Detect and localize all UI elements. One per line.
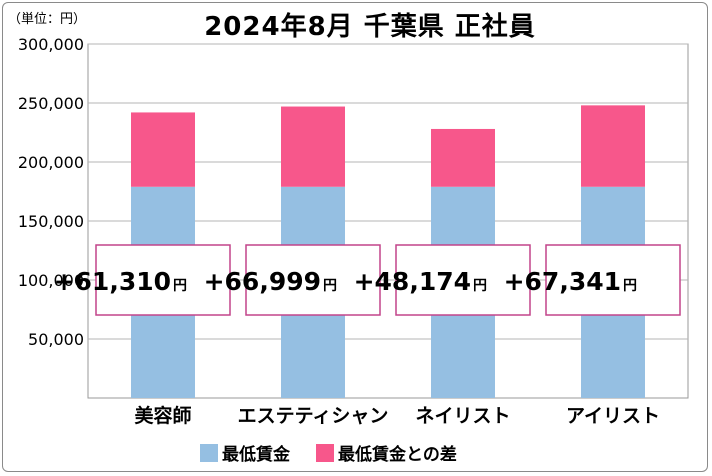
legend-label-minimum-wage: 最低賃金 <box>222 445 290 465</box>
x-tick-label: 美容師 <box>134 404 191 427</box>
bar-difference <box>281 106 345 187</box>
difference-callout <box>95 244 231 316</box>
y-tick-label: 50,000 <box>28 330 84 349</box>
unit-label: （単位：円） <box>8 12 87 27</box>
legend-label-difference: 最低賃金との差 <box>338 445 457 465</box>
y-tick-label: 200,000 <box>18 153 84 172</box>
bar-difference <box>431 128 495 187</box>
legend-swatch-minimum-wage <box>200 443 218 462</box>
bar-difference <box>131 112 195 187</box>
difference-unit-label: 円 <box>473 278 487 294</box>
x-tick-label: ネイリスト <box>415 405 510 427</box>
x-tick-label: エステティシャン <box>238 405 389 427</box>
legend-item-minimum-wage: 最低賃金 <box>200 440 290 465</box>
difference-unit-label: 円 <box>173 278 187 294</box>
chart-title: 2024年8月 千葉県 正社員 <box>204 12 536 42</box>
y-tick-label: 100,000 <box>18 271 84 290</box>
chart-frame <box>2 2 708 472</box>
difference-callout <box>545 244 681 316</box>
difference-value-label: +66,999 <box>204 267 321 296</box>
difference-callout <box>245 244 381 316</box>
difference-value-label: +48,174 <box>354 267 471 296</box>
legend-item-difference: 最低賃金との差 <box>316 440 457 465</box>
legend-swatch-difference <box>316 443 334 462</box>
difference-callout <box>395 244 531 316</box>
difference-unit-label: 円 <box>623 278 637 294</box>
difference-value-label: +67,341 <box>504 267 621 296</box>
difference-value-label: +61,310 <box>54 267 171 296</box>
y-tick-label: 250,000 <box>18 94 84 113</box>
x-tick-label: アイリスト <box>566 405 660 427</box>
difference-unit-label: 円 <box>323 278 337 294</box>
legend: 最低賃金 最低賃金との差 <box>200 440 457 465</box>
y-tick-label: 150,000 <box>18 212 84 231</box>
bar-difference <box>581 105 645 187</box>
y-tick-label: 300,000 <box>18 35 84 54</box>
